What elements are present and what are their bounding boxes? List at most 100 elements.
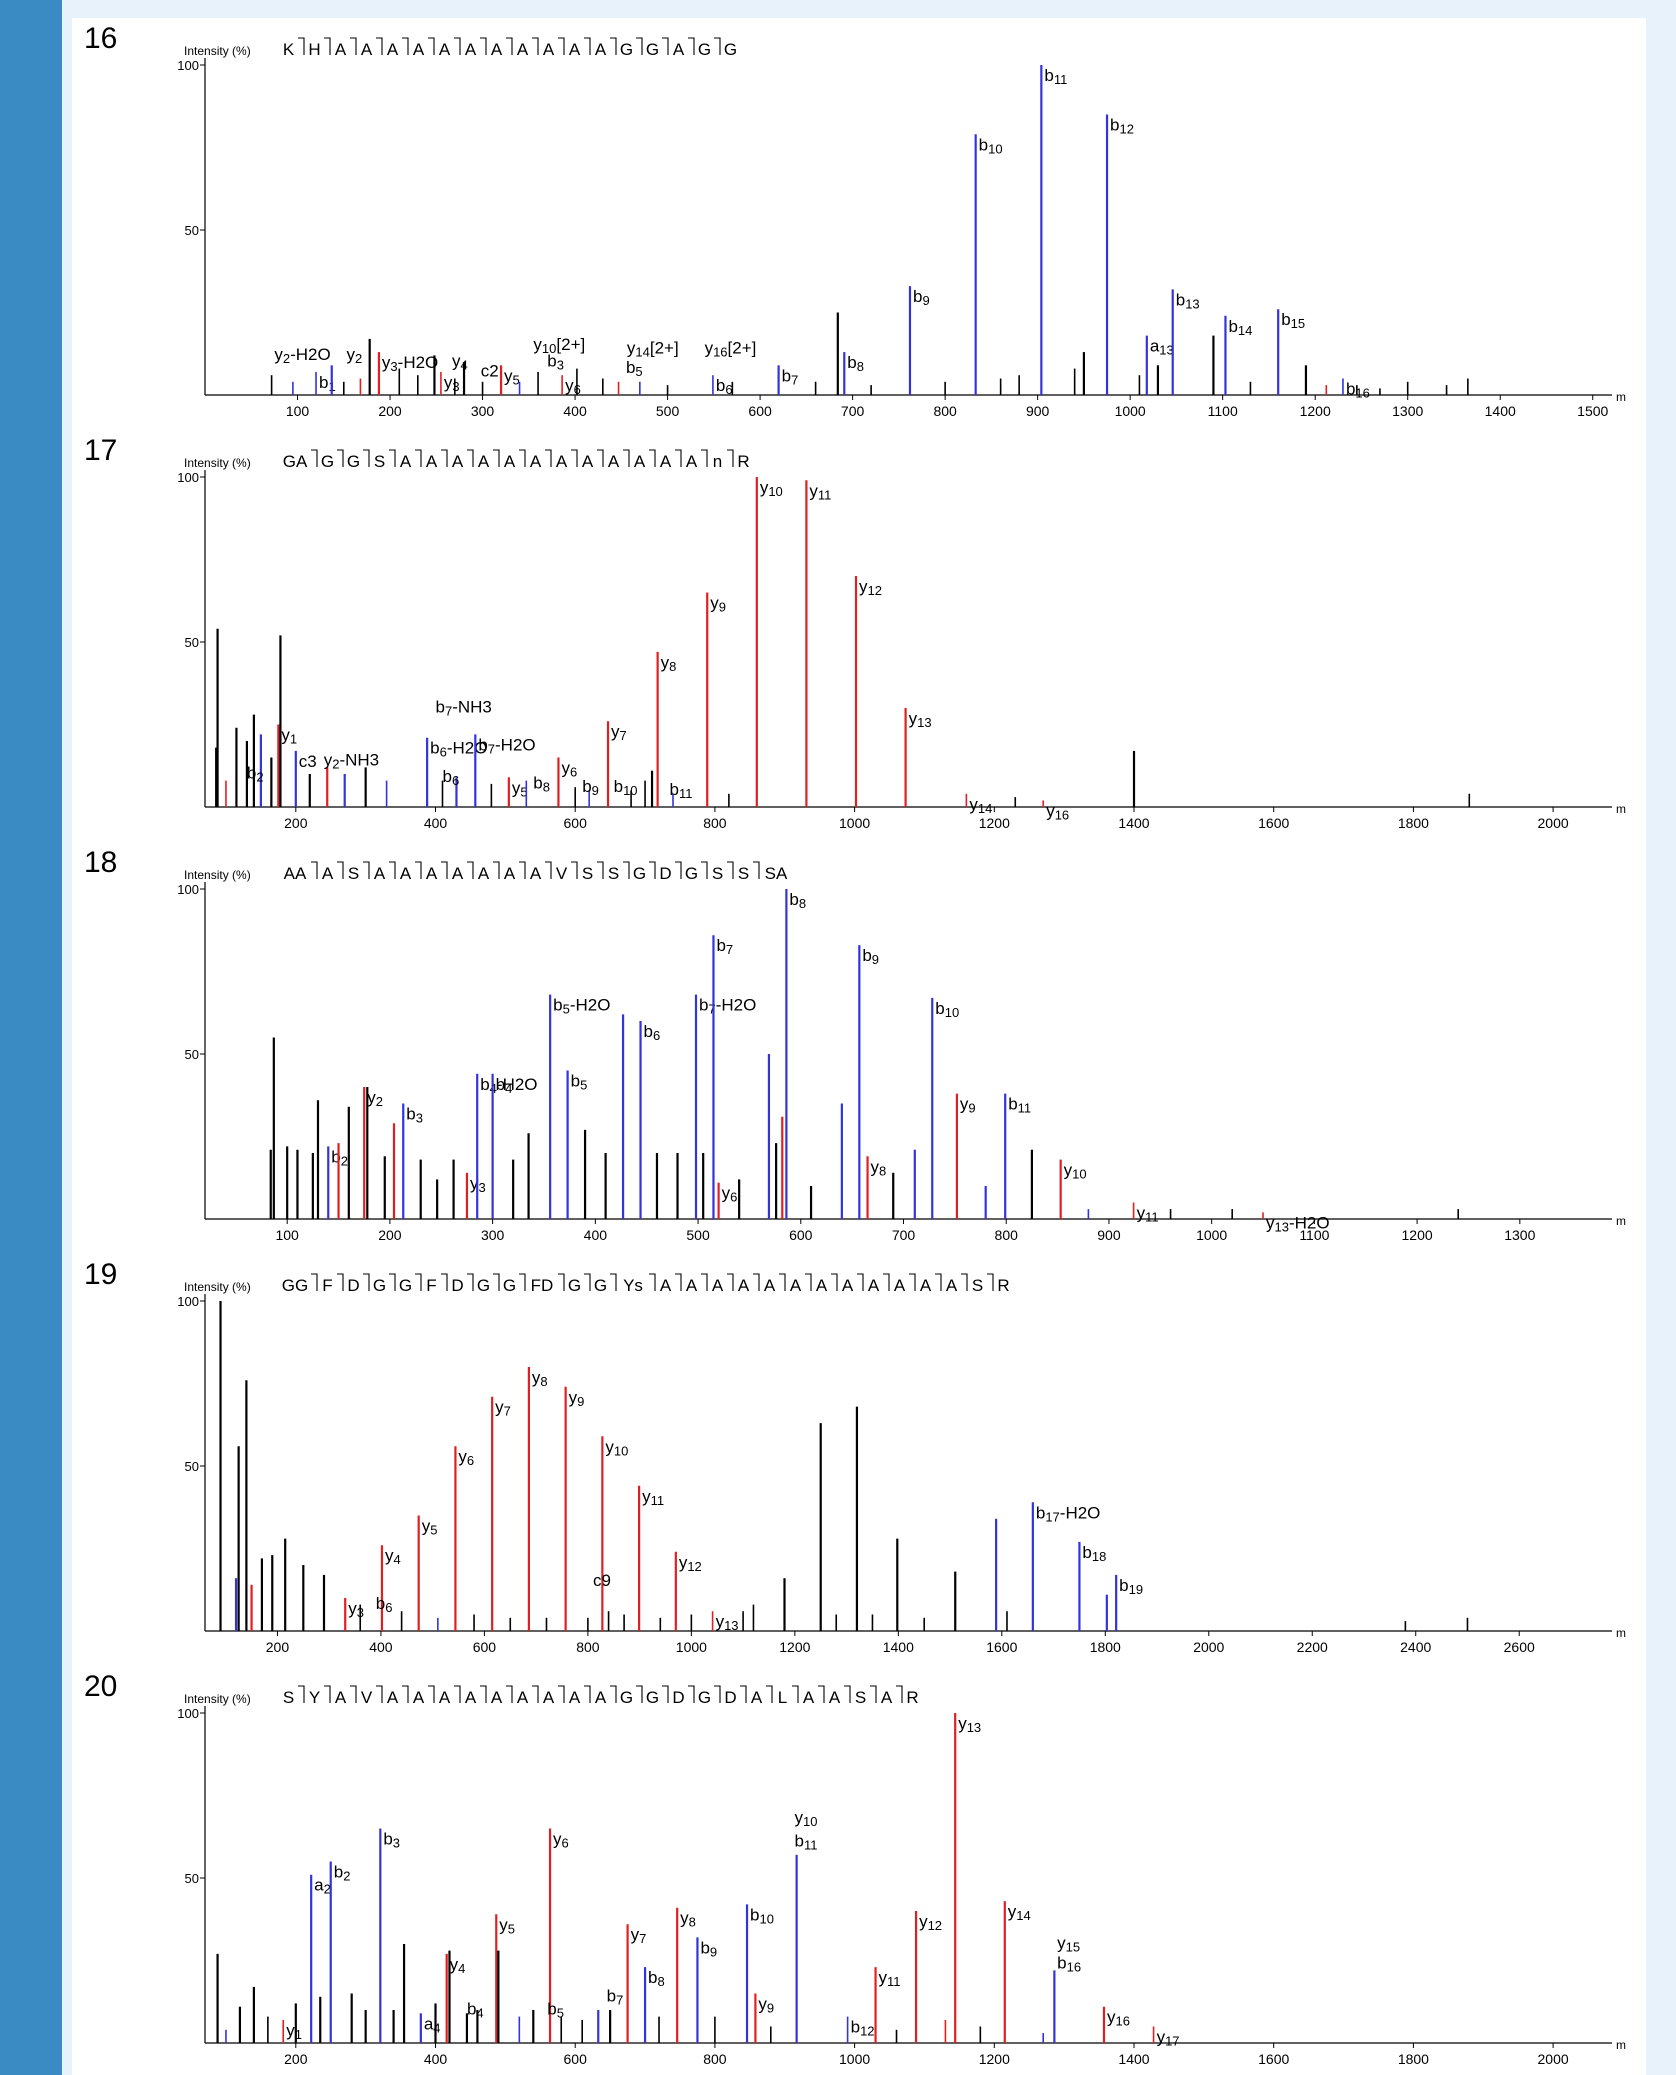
ion-label: y15 [1057, 1934, 1080, 1955]
ion-label: y10 [605, 1437, 628, 1458]
sequence-residue: D [347, 1276, 359, 1295]
fragment-marker [870, 1685, 877, 1703]
fragment-marker [636, 1685, 643, 1703]
fragment-marker [532, 1685, 539, 1703]
sequence-residue: A [712, 1276, 724, 1295]
x-tick-label: 1100 [1208, 403, 1238, 419]
sequence-residue: G [698, 40, 711, 59]
sequence-residue: A [504, 452, 516, 471]
ion-label: y2 [347, 345, 363, 366]
ion-label: b11 [1044, 66, 1067, 87]
ion-label: b4 [467, 2000, 484, 2021]
sequence-residue: A [803, 1688, 815, 1707]
ion-label: a13 [1150, 337, 1174, 358]
x-tick-label: 200 [378, 1227, 402, 1243]
sequence-residue: A [530, 452, 542, 471]
sequence-residue: D [672, 1688, 684, 1707]
ion-label: b7 [716, 936, 733, 957]
sequence-residue: Ys [623, 1276, 643, 1295]
sequence-residue: R [737, 452, 749, 471]
x-tick-label: 600 [789, 1227, 813, 1243]
x-tick-label: 200 [284, 2051, 308, 2067]
sequence-residue: S [283, 1688, 294, 1707]
fragment-marker [727, 861, 734, 879]
x-tick-label: 200 [378, 403, 402, 419]
x-tick-label: 1300 [1504, 1227, 1535, 1243]
sequence-residue: A [920, 1276, 932, 1295]
fragment-marker [389, 861, 396, 879]
ion-label: y12 [859, 577, 882, 598]
fragment-marker [571, 861, 578, 879]
fragment-marker [649, 449, 656, 467]
x-tick-label: 400 [563, 403, 587, 419]
fragment-marker [519, 861, 526, 879]
ion-label: b12 [851, 2018, 875, 2039]
sequence-residue: A [660, 1276, 672, 1295]
sequence-residue: G [620, 40, 633, 59]
x-tick-label: 1200 [979, 2051, 1010, 2067]
x-tick-label: 1000 [1115, 403, 1146, 419]
fragment-marker [337, 861, 344, 879]
fragment-marker [688, 37, 695, 55]
fragment-marker [545, 449, 552, 467]
ion-label: b9 [700, 1938, 717, 1959]
sequence-residue: G [594, 1276, 607, 1295]
y-tick-label: 100 [177, 58, 199, 73]
x-tick-label: 400 [424, 2051, 448, 2067]
sequence-residue: A [634, 452, 646, 471]
x-tick-label: 2000 [1538, 2051, 1569, 2067]
fragment-marker [818, 1685, 825, 1703]
ion-label: y14 [1008, 1902, 1031, 1923]
fragment-marker [454, 37, 461, 55]
ion-label: b10 [979, 135, 1003, 156]
panel-number: 18 [84, 846, 117, 879]
ion-label: y10 [795, 1808, 818, 1829]
y-axis-label: Intensity (%) [184, 1692, 251, 1706]
fragment-marker [597, 861, 604, 879]
ion-label: a4 [424, 2014, 441, 2035]
sequence-residue: S [374, 452, 385, 471]
y-tick-label: 50 [185, 1459, 199, 1474]
y-tick-label: 100 [177, 1706, 199, 1721]
x-tick-label: 1800 [1398, 2051, 1429, 2067]
ms-ms-spectra-figure: 16 Intensity (%) K H A A A A A A A A A A A G G A G G1005010… [84, 22, 1626, 2067]
sequence-residue: SA [765, 864, 788, 883]
x-tick-label: 1600 [986, 1639, 1017, 1655]
ion-label: b4-H2O [480, 1075, 537, 1096]
sequence-residue: A [335, 1688, 347, 1707]
sequence-residue: A [465, 1688, 477, 1707]
fragment-marker [454, 1685, 461, 1703]
fragment-marker [298, 1685, 305, 1703]
ion-label: y16 [1107, 2008, 1130, 2029]
spectrum-panel-16: 16 Intensity (%) K H A A A A A A A A A A A G G A G G1005010… [84, 22, 1626, 419]
ion-label: y6 [553, 1830, 569, 1851]
ion-label: y3-H2O [382, 353, 438, 374]
sequence-residue: G [568, 1276, 581, 1295]
fragment-marker [675, 449, 682, 467]
y-tick-label: 50 [185, 635, 199, 650]
sequence-residue: A [465, 40, 477, 59]
ion-label: b5 [571, 1072, 588, 1093]
fragment-marker [350, 1685, 357, 1703]
fragment-marker [337, 449, 344, 467]
ion-label: b8 [847, 353, 864, 374]
x-tick-label: 900 [1097, 1227, 1121, 1243]
ion-label: y5 [422, 1517, 438, 1538]
ion-label: y14[2+] [627, 338, 679, 359]
ion-label: b8 [533, 774, 550, 795]
x-tick-label: 1000 [1196, 1227, 1227, 1243]
sequence-residue: A [374, 864, 386, 883]
fragment-marker [441, 449, 448, 467]
fragment-marker [714, 1685, 721, 1703]
fragment-marker [389, 449, 396, 467]
ion-label: y11 [879, 1968, 901, 1989]
ion-label: y16 [1046, 801, 1069, 822]
ion-label: b13 [1176, 290, 1200, 311]
sequence-residue: A [452, 864, 464, 883]
sequence-residue: G [685, 864, 698, 883]
x-tick-label: 2000 [1538, 815, 1569, 831]
fragment-marker [714, 37, 721, 55]
sequence-residue: AA [284, 864, 307, 883]
sequence-residue: Y [309, 1688, 320, 1707]
sequence-residue: V [361, 1688, 373, 1707]
